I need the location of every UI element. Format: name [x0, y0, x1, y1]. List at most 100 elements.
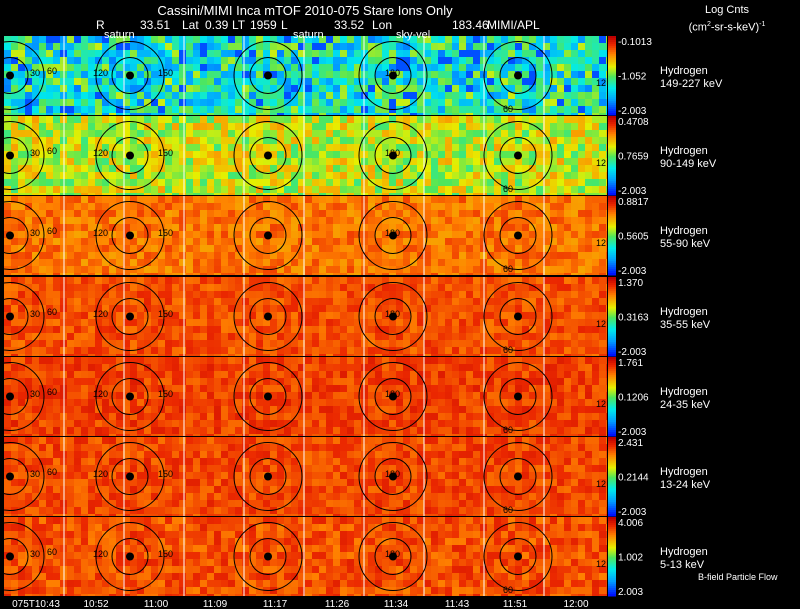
heatmap-cell — [186, 165, 193, 172]
heatmap-cell — [200, 186, 207, 193]
heatmap-cell — [228, 245, 235, 252]
heatmap-cell — [410, 43, 417, 50]
heatmap-cell — [284, 217, 291, 224]
heatmap-cell — [277, 305, 284, 312]
heatmap-cell — [368, 92, 375, 99]
heatmap-cell — [368, 245, 375, 252]
heatmap-cell — [221, 78, 228, 85]
heatmap-cell — [53, 210, 60, 217]
heatmap-cell — [151, 92, 158, 99]
heatmap-cell — [508, 116, 515, 123]
heatmap-cell — [263, 238, 270, 245]
heatmap-cell — [165, 259, 172, 266]
heatmap-cell — [424, 203, 431, 210]
heatmap-cell — [46, 252, 53, 259]
heatmap-cell — [459, 137, 466, 144]
heatmap-cell — [564, 179, 571, 186]
heatmap-cell — [410, 385, 417, 392]
heatmap-cell — [151, 196, 158, 203]
heatmap-cell — [312, 252, 319, 259]
heatmap-cell — [277, 99, 284, 106]
heatmap-cell — [592, 357, 599, 364]
heatmap-cell — [536, 385, 543, 392]
heatmap-cell — [242, 319, 249, 326]
heatmap-cell — [578, 92, 585, 99]
heatmap-cell — [263, 196, 270, 203]
colorbar-band — [608, 125, 616, 129]
heatmap-cell — [466, 64, 473, 71]
heatmap-cell — [501, 137, 508, 144]
heatmap-cell — [18, 340, 25, 347]
heatmap-cell — [452, 116, 459, 123]
heatmap-cell — [46, 50, 53, 57]
heatmap-cell — [242, 186, 249, 193]
heatmap-cell — [109, 347, 116, 354]
heatmap-cell — [249, 378, 256, 385]
heatmap-cell — [46, 210, 53, 217]
heatmap-cell — [571, 123, 578, 130]
heatmap-cell — [249, 354, 256, 356]
heatmap-cell — [592, 354, 599, 356]
colorbar-band — [608, 348, 616, 351]
heatmap-cell — [410, 371, 417, 378]
heatmap-cell — [326, 333, 333, 340]
heatmap-cell — [571, 312, 578, 319]
heatmap-cell — [340, 385, 347, 392]
heatmap-cell — [431, 354, 438, 356]
heatmap-cell — [74, 64, 81, 71]
heatmap-cell — [389, 99, 396, 106]
heatmap-cell — [4, 284, 11, 291]
heatmap-cell — [389, 85, 396, 92]
heatmap-cell — [130, 43, 137, 50]
heatmap-cell — [557, 193, 564, 195]
heatmap-cell — [116, 392, 123, 399]
heatmap-cell — [592, 385, 599, 392]
heatmap-cell — [193, 371, 200, 378]
heatmap-cell — [431, 266, 438, 273]
heatmap-cell — [249, 130, 256, 137]
heatmap-cell — [74, 106, 81, 113]
heatmap-cell — [459, 284, 466, 291]
heatmap-cell — [130, 291, 137, 298]
heatmap-cell — [256, 151, 263, 158]
heatmap-cell — [452, 392, 459, 399]
heatmap-cell — [11, 116, 18, 123]
heatmap-cell — [88, 85, 95, 92]
heatmap-cell — [221, 172, 228, 179]
heatmap-cell — [18, 371, 25, 378]
heatmap-cell — [515, 57, 522, 64]
species-label: Hydrogen — [660, 225, 708, 237]
heatmap-cell — [501, 347, 508, 354]
heatmap-cell — [249, 151, 256, 158]
heatmap-cell — [466, 378, 473, 385]
heatmap-cell — [571, 64, 578, 71]
heatmap-cell — [354, 364, 361, 371]
heatmap-cell — [53, 36, 60, 43]
heatmap-cell — [599, 319, 606, 326]
heatmap-cell — [333, 172, 340, 179]
heatmap-cell — [571, 186, 578, 193]
heatmap-cell — [228, 179, 235, 186]
heatmap-cell — [88, 172, 95, 179]
heatmap-cell — [536, 144, 543, 151]
heatmap-cell — [200, 333, 207, 340]
heatmap-cell — [214, 172, 221, 179]
heatmap-cell — [508, 364, 515, 371]
heatmap-cell — [354, 144, 361, 151]
heatmap-cell — [172, 50, 179, 57]
heatmap-cell — [270, 305, 277, 312]
heatmap-cell — [417, 392, 424, 399]
heatmap-cell — [571, 85, 578, 92]
heatmap-cell — [543, 99, 550, 106]
heatmap-cell — [214, 144, 221, 151]
heatmap-cell — [431, 137, 438, 144]
heatmap-cell — [193, 106, 200, 113]
colorbar-band — [608, 36, 616, 39]
heatmap-cell — [221, 165, 228, 172]
heatmap-cell — [74, 333, 81, 340]
heatmap-cell — [207, 210, 214, 217]
heatmap-cell — [81, 137, 88, 144]
heatmap-cell — [473, 371, 480, 378]
heatmap-cell — [529, 106, 536, 113]
heatmap-cell — [298, 137, 305, 144]
